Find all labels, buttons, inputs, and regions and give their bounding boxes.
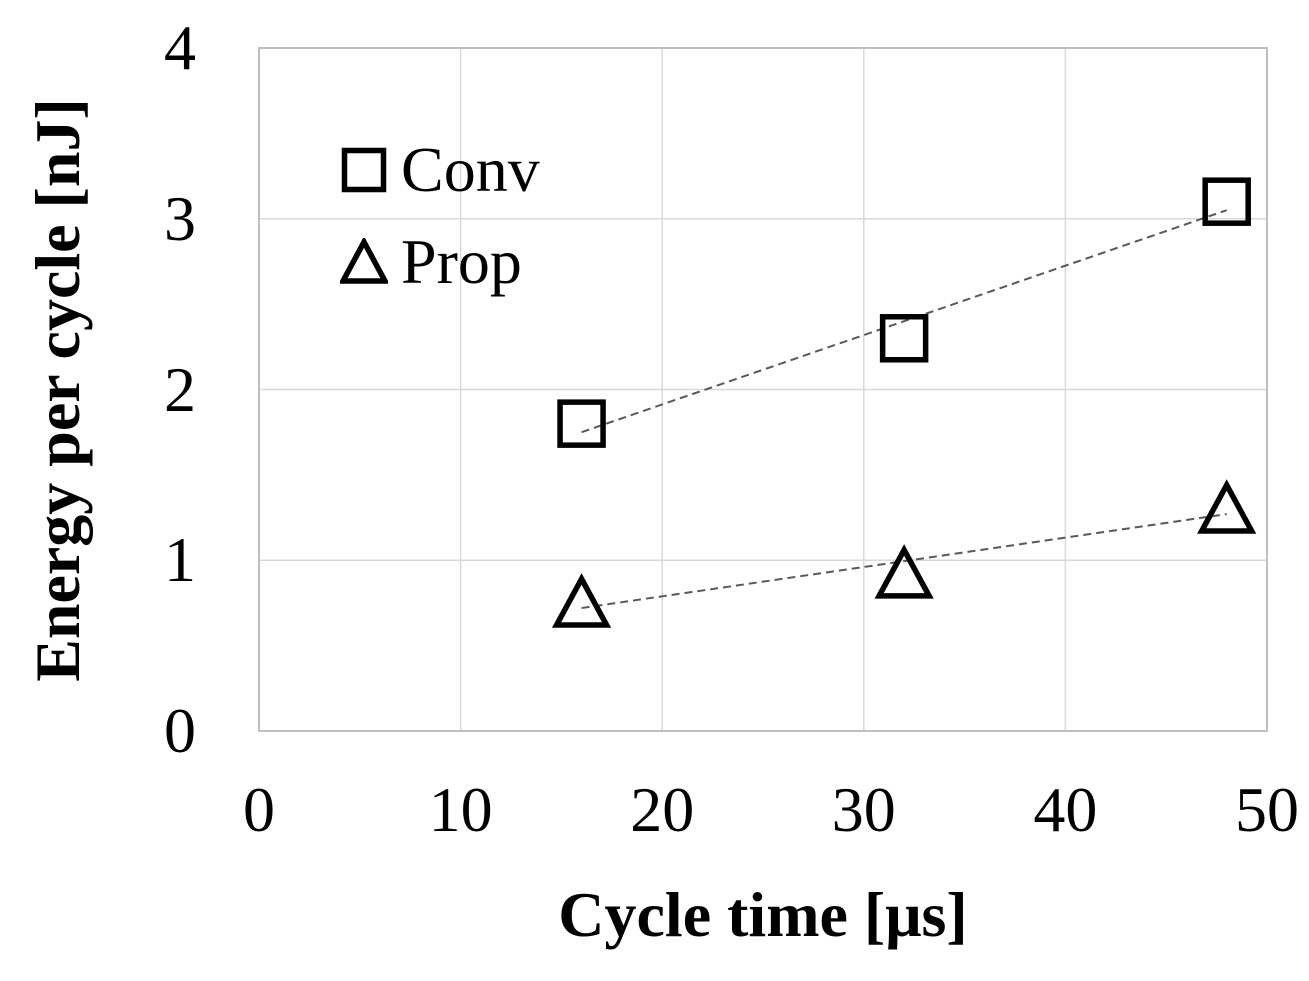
legend: Conv Prop xyxy=(340,138,540,294)
data-point-square xyxy=(1202,177,1251,226)
trendline-conv xyxy=(581,209,1228,434)
x-tick-label: 30 xyxy=(831,774,896,845)
y-axis-title: Energy per cycle [nJ] xyxy=(22,98,93,682)
x-axis-title: Cycle time [μs] xyxy=(558,879,968,950)
x-tick-label: 20 xyxy=(630,774,695,845)
data-point-triangle xyxy=(1197,479,1257,534)
legend-item-conv: Conv xyxy=(340,138,540,202)
y-axis-tick-labels: 0 1 2 3 4 xyxy=(0,0,196,981)
x-tick-label: 40 xyxy=(1033,774,1098,845)
x-tick-label: 50 xyxy=(1235,774,1299,845)
legend-label: Conv xyxy=(401,134,540,205)
legend-label: Prop xyxy=(401,226,522,297)
y-tick-label: 1 xyxy=(164,524,196,596)
y-tick-label: 2 xyxy=(164,353,196,425)
data-point-square xyxy=(557,399,606,448)
plot-border xyxy=(258,47,1268,732)
data-point-square xyxy=(879,314,929,363)
x-tick-label: 0 xyxy=(243,774,275,845)
data-point-triangle xyxy=(874,544,934,599)
y-tick-label: 3 xyxy=(164,182,196,254)
triangle-marker-icon xyxy=(340,238,388,284)
x-tick-label: 10 xyxy=(428,774,493,845)
y-tick-label: 4 xyxy=(164,12,196,83)
square-marker-icon xyxy=(341,147,387,193)
y-tick-label: 0 xyxy=(164,695,196,766)
trendline-prop xyxy=(581,513,1227,610)
legend-item-prop: Prop xyxy=(340,230,540,294)
data-point-triangle xyxy=(551,573,612,628)
